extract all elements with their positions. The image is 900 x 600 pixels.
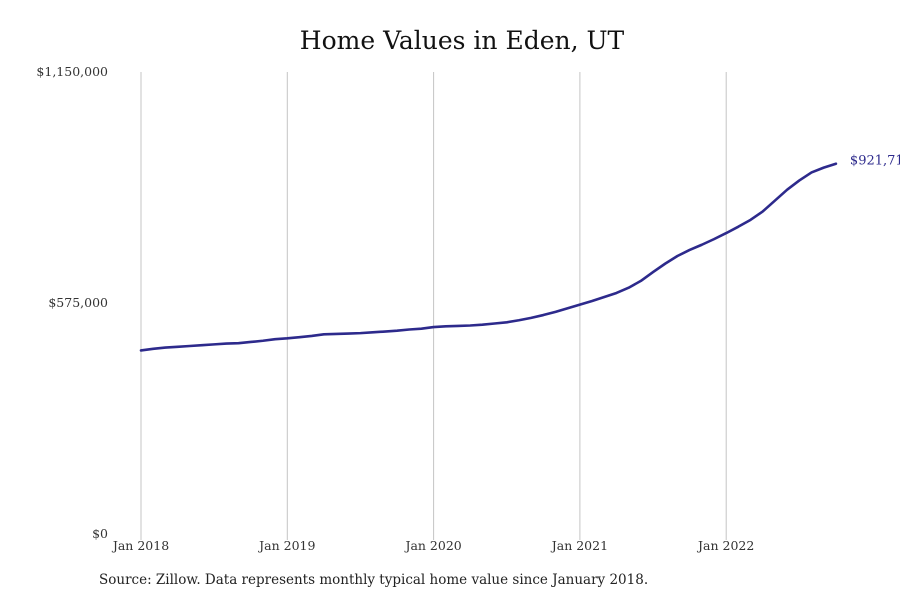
- y-tick-label: $575,000: [48, 295, 108, 310]
- y-tick-label: $1,150,000: [36, 64, 108, 79]
- x-tick-label: Jan 2021: [550, 538, 608, 553]
- x-tick-label: Jan 2020: [403, 538, 461, 553]
- y-tick-label: $0: [92, 526, 108, 541]
- gridlines: [140, 72, 727, 540]
- y-axis: $0 $575,000 $1,150,000: [36, 64, 108, 541]
- end-value-label: $921,715: [850, 154, 900, 169]
- x-tick-label: Jan 2022: [696, 538, 754, 553]
- series-layer: $921,715: [139, 154, 900, 352]
- series-line-0: [139, 162, 838, 352]
- x-tick-label: Jan 2018: [111, 538, 169, 553]
- x-tick-label: Jan 2019: [257, 538, 315, 553]
- source-note: Source: Zillow. Data represents monthly …: [99, 572, 649, 588]
- chart-title: Home Values in Eden, UT: [299, 26, 625, 55]
- x-axis: Jan 2018 Jan 2019 Jan 2020 Jan 2021 Jan 2022: [111, 538, 755, 553]
